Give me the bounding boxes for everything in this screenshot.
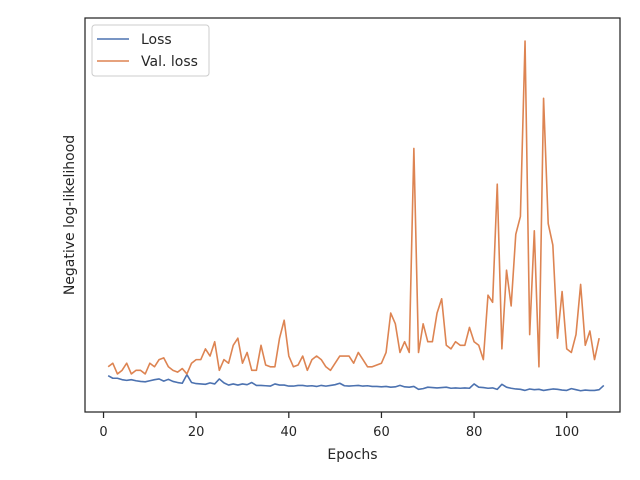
x-tick-label: 100	[554, 425, 579, 440]
x-tick-label: 20	[188, 425, 205, 440]
x-tick-label: 0	[99, 425, 107, 440]
series-line-val-loss	[107, 40, 600, 375]
legend: Loss Val. loss	[91, 24, 210, 77]
legend-label-val-loss: Val. loss	[141, 54, 198, 70]
x-tick-label: 40	[281, 425, 298, 440]
plot-frame	[84, 17, 621, 413]
y-axis-label: Negative log-likelihood	[62, 135, 78, 295]
series-line-loss	[107, 373, 605, 392]
legend-box	[91, 24, 210, 77]
x-tick-label: 80	[466, 425, 483, 440]
x-tick-label: 60	[373, 425, 390, 440]
x-axis-label: Epochs	[327, 447, 377, 463]
x-axis-ticks: 0 20 40 60 80 100	[99, 412, 579, 440]
series-lines	[107, 40, 605, 392]
legend-label-loss: Loss	[141, 32, 172, 48]
